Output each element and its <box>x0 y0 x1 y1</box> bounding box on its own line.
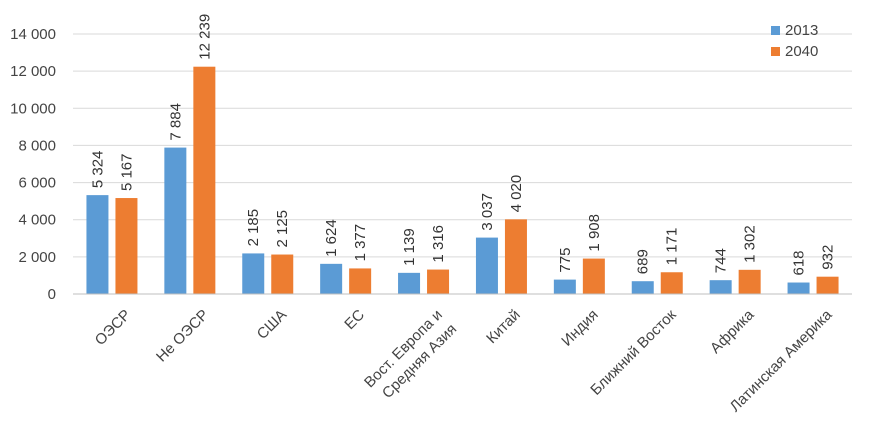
data-label: 1 377 <box>352 224 369 262</box>
data-label: 2 125 <box>274 210 291 248</box>
x-tick-label: Китай <box>483 306 524 347</box>
bar-2040 <box>660 272 683 294</box>
y-tick-label: 2 000 <box>18 249 56 266</box>
x-tick-label-line: Индия <box>558 306 601 349</box>
gridlines <box>73 33 852 295</box>
x-tick-label-line: Китай <box>483 306 524 347</box>
x-tick-label: Африка <box>707 306 758 357</box>
bars <box>86 66 839 294</box>
x-tick-label: Не ОЭСР <box>153 306 212 365</box>
bar-2040 <box>427 269 450 294</box>
bar-2040 <box>582 258 605 294</box>
x-tick-label: Ближний Восток <box>587 306 680 399</box>
data-label: 7 884 <box>167 103 184 141</box>
bar-2040 <box>193 66 216 294</box>
y-tick-label: 4 000 <box>18 212 56 229</box>
bar-2013 <box>631 281 654 294</box>
data-label: 12 239 <box>196 14 213 60</box>
y-tick-label: 14 000 <box>10 26 56 43</box>
data-label: 2 185 <box>245 209 262 247</box>
bar-2013 <box>242 253 265 294</box>
data-labels: 5 324 5 167 7 884 12 239 2 185 2 125 1 624 1 37… <box>89 14 836 276</box>
data-label: 1 908 <box>586 214 603 252</box>
x-tick-label-line: Ближний Восток <box>587 306 680 399</box>
data-label: 3 037 <box>479 193 496 231</box>
bar-2040 <box>115 198 138 294</box>
bar-2040 <box>738 269 761 294</box>
bar-2013 <box>553 279 576 294</box>
data-label: 1 139 <box>401 228 418 266</box>
x-tick-label: ОЭСР <box>92 306 135 349</box>
data-label: 1 171 <box>664 228 681 266</box>
y-tick-label: 10 000 <box>10 100 56 117</box>
y-tick-label: 0 <box>48 286 56 303</box>
x-tick-label-line: ОЭСР <box>92 306 135 349</box>
x-tick-label: Вост. Европа иСредняя Азия <box>361 306 460 405</box>
bar-2040 <box>504 219 527 294</box>
x-tick-label: США <box>254 306 290 342</box>
data-label: 618 <box>791 250 808 275</box>
bar-2013 <box>320 263 343 294</box>
bar-2013 <box>86 195 109 294</box>
bar-2040 <box>349 268 372 294</box>
data-label: 4 020 <box>508 175 525 213</box>
data-label: 5 324 <box>89 151 106 189</box>
legend-label: 2040 <box>785 43 818 60</box>
x-tick-label-line: ЕС <box>341 306 368 333</box>
bar-2013 <box>398 272 421 294</box>
x-tick-label-line: Не ОЭСР <box>153 306 212 365</box>
x-tick-label-line: Африка <box>707 306 758 357</box>
bar-2013 <box>475 237 498 294</box>
y-tick-label: 12 000 <box>10 63 56 80</box>
data-label: 744 <box>713 248 730 273</box>
x-tick-label-line: США <box>254 306 290 342</box>
data-label: 1 316 <box>430 225 447 263</box>
data-label: 689 <box>635 249 652 274</box>
x-tick-label: Индия <box>558 306 601 349</box>
legend-swatch-2040 <box>771 47 780 56</box>
data-label: 932 <box>820 245 837 270</box>
bar-2040 <box>816 276 839 294</box>
bar-2040 <box>271 254 294 294</box>
data-label: 1 624 <box>323 219 340 257</box>
data-label: 1 302 <box>742 225 759 263</box>
y-tick-label: 8 000 <box>18 137 56 154</box>
legend: 2013 2040 <box>771 22 818 60</box>
bar-2013 <box>709 280 732 294</box>
data-label: 775 <box>557 248 574 273</box>
legend-swatch-2013 <box>771 26 780 35</box>
bar-2013 <box>787 282 810 294</box>
data-label: 5 167 <box>118 153 135 191</box>
y-tick-label: 6 000 <box>18 175 56 192</box>
y-axis: 0 2 000 4 000 6 000 8 000 10 000 12 000 14 000 <box>10 26 56 303</box>
legend-label: 2013 <box>785 22 818 39</box>
x-tick-label: ЕС <box>341 306 368 333</box>
bar-2013 <box>164 147 187 294</box>
